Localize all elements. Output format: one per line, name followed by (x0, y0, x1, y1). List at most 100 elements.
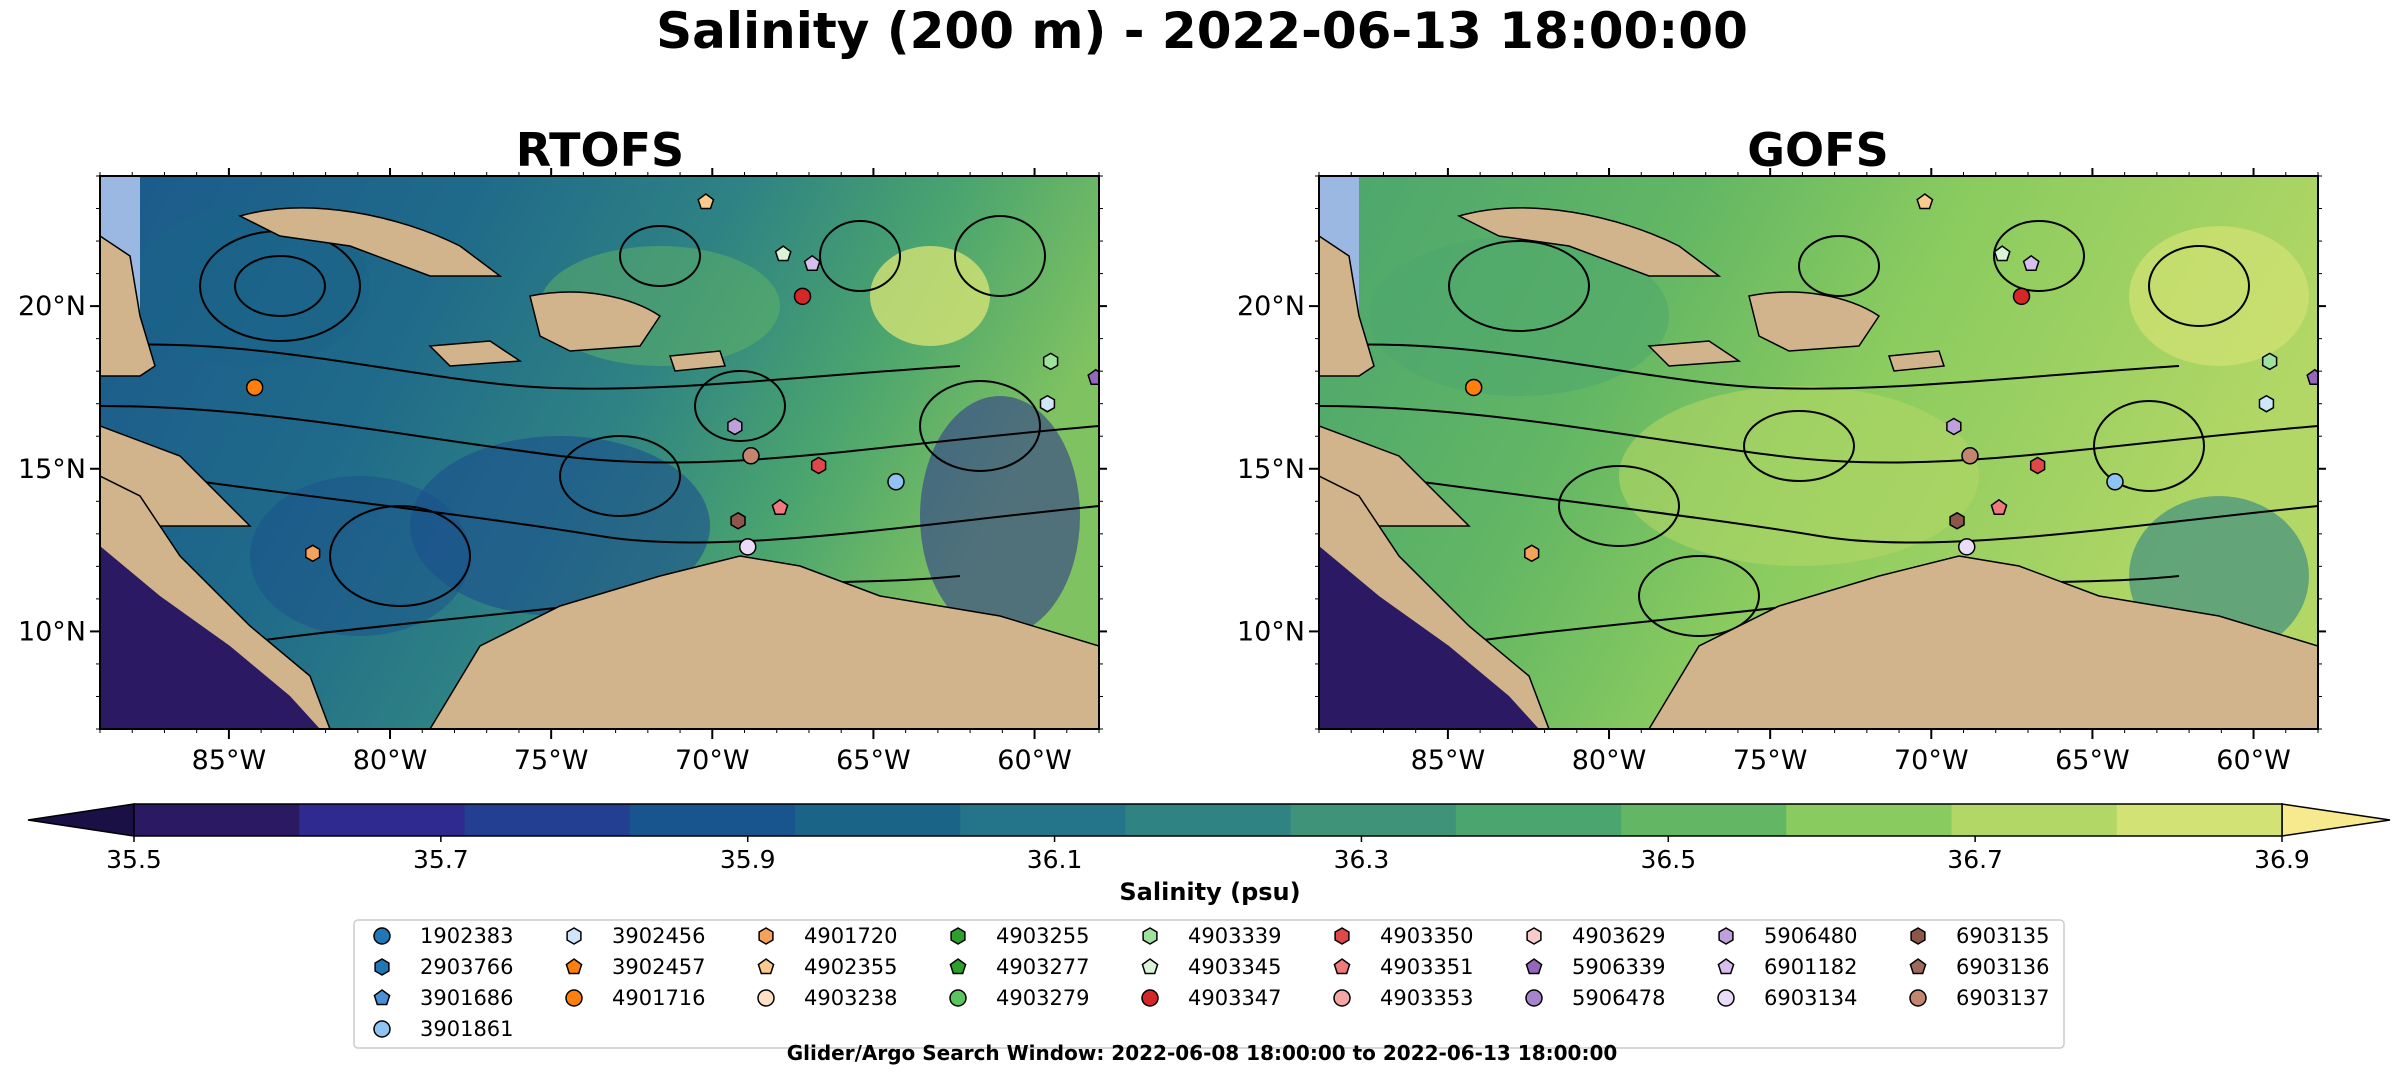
panel-title-rtofs: RTOFS (516, 123, 684, 177)
legend-entry-4903353: 4903353 (1333, 986, 1474, 1010)
colorbar-segment (1125, 804, 1292, 836)
legend-marker-5906339 (1525, 958, 1543, 975)
float-marker-6903135-rtofs (730, 511, 746, 530)
float-marker-3902456-gofs (2258, 394, 2275, 413)
float-marker-6903137-gofs (1961, 447, 1979, 465)
legend-marker-5906480 (1718, 927, 1734, 945)
colorbar-extend-high (2281, 803, 2391, 837)
legend-marker-6903135 (1910, 927, 1926, 945)
float-marker-4903347-rtofs (793, 287, 812, 306)
legend-label: 4902355 (804, 955, 898, 979)
x-tick-label: 60°W (2216, 745, 2291, 776)
colorbar-segment (1951, 804, 2118, 836)
legend-entry-6901182: 6901182 (1717, 955, 1858, 979)
legend-entry-4903238: 4903238 (757, 986, 898, 1010)
frame-rtofs (99, 175, 1100, 730)
legend-label: 4903279 (996, 986, 1090, 1010)
legend-entry-4903351: 4903351 (1333, 955, 1474, 979)
legend-label: 3902457 (612, 955, 706, 979)
legend-marker-4903277 (949, 958, 967, 975)
legend-marker-4903350 (1334, 927, 1350, 945)
legend-marker-6903134 (1717, 989, 1735, 1007)
colorbar-segment (134, 804, 300, 836)
legend-marker-4903347 (1141, 989, 1159, 1007)
legend-label: 3901861 (420, 1017, 514, 1041)
legend-entry-3901861: 3901861 (373, 1017, 514, 1041)
colorbar-outline (133, 803, 2283, 837)
float-marker-4903339-gofs (2261, 352, 2278, 371)
x-tick-label: 70°W (675, 745, 750, 776)
colorbar-segment (960, 804, 1126, 836)
float-marker-4903347-gofs (2012, 287, 2031, 306)
legend-entry-6903135: 6903135 (1910, 924, 2050, 948)
figure-title: Salinity (200 m) - 2022-06-13 18:00:00 (656, 2, 1748, 60)
saline-patches-rtofs (130, 206, 1080, 636)
colorbar-tick-label: 36.1 (1027, 845, 1083, 874)
legend-label: 4903350 (1380, 924, 1474, 948)
saline-patches-gofs (1369, 226, 2309, 656)
land-gofs (1319, 176, 2318, 729)
colorbar-segment (299, 804, 465, 836)
legend-entry-4903279: 4903279 (949, 986, 1090, 1010)
colorbar-segment (629, 804, 796, 836)
axis-rtofs: 85°W 80°W 75°W 70°W 65°W 60°W 10°N 15°N 20°N (18, 168, 1107, 776)
colorbar-segment (2116, 804, 2283, 836)
legend-marker-3901686 (373, 989, 391, 1006)
float-marker-4901720-rtofs (305, 544, 321, 563)
legend-entry-4903350: 4903350 (1334, 924, 1474, 948)
colorbar-segment (464, 804, 631, 836)
legend-entry-4901720: 4901720 (758, 924, 898, 948)
legend-label: 4901716 (612, 986, 706, 1010)
colorbar-segment (794, 804, 961, 836)
float-marker-6903134-gofs (1957, 538, 1976, 556)
colorbar: 35.5 35.7 35.9 36.1 36.3 36.5 36.7 36.9 (27, 803, 2391, 874)
legend-label: 1902383 (420, 924, 514, 948)
colorbar-tick-label: 36.5 (1640, 845, 1696, 874)
deep-pacific-rtofs (100, 546, 320, 729)
y-tick-label: 20°N (1237, 291, 1305, 322)
legend-label: 4903629 (1572, 924, 1666, 948)
legend-label: 3901686 (420, 986, 514, 1010)
legend-label: 2903766 (420, 955, 514, 979)
float-marker-4901716-gofs (1464, 378, 1483, 397)
float-marker-3901861-rtofs (887, 473, 905, 491)
legend-entry-3902456: 3902456 (566, 924, 706, 948)
colorbar-tick-label: 36.9 (2254, 845, 2310, 874)
legend-entry-6903136: 6903136 (1909, 955, 2050, 979)
float-marker-5906339-gofs (2306, 368, 2318, 385)
legend-entry-4903345: 4903345 (1141, 955, 1282, 979)
legend-entry-5906339: 5906339 (1525, 955, 1666, 979)
colorbar-tick-label: 35.5 (106, 845, 162, 874)
legend-label: 4903255 (996, 924, 1090, 948)
legend-marker-4903339 (1142, 927, 1158, 945)
panel-rtofs: RTOFS (18, 123, 1107, 776)
legend-marker-6901182 (1717, 958, 1735, 975)
float-marker-4903351-rtofs (771, 498, 789, 516)
float-marker-4903350-gofs (2029, 456, 2046, 475)
legend-label: 4901720 (804, 924, 898, 948)
legend-marker-4903255 (950, 927, 966, 945)
colorbar-segment (1621, 804, 1787, 836)
x-tick-label: 80°W (1572, 745, 1647, 776)
x-tick-label: 80°W (353, 745, 428, 776)
legend-entry-4901716: 4901716 (565, 986, 706, 1010)
colorbar-segment (1786, 804, 1953, 836)
legend-marker-4903629 (1526, 927, 1542, 945)
float-marker-3901861-gofs (2106, 473, 2124, 491)
legend-marker-4903345 (1141, 958, 1159, 975)
float-marker-5906480-rtofs (727, 417, 743, 436)
float-marker-4901720-gofs (1524, 544, 1540, 563)
float-marker-4903345-rtofs (774, 245, 792, 262)
legend-marker-4901716 (565, 989, 583, 1007)
float-marker-4901716-rtofs (245, 378, 264, 397)
legend-label: 4903345 (1188, 955, 1282, 979)
float-marker-4903339-rtofs (1042, 352, 1059, 371)
colorbar-extend-low (27, 803, 135, 837)
legend-label: 6903134 (1764, 986, 1858, 1010)
colorbar-segment (1290, 804, 1457, 836)
x-tick-label: 85°W (192, 745, 267, 776)
float-marker-6901182-gofs (2022, 254, 2040, 272)
legend-entry-4903629: 4903629 (1526, 924, 1666, 948)
float-marker-4903351-gofs (1990, 498, 2008, 516)
